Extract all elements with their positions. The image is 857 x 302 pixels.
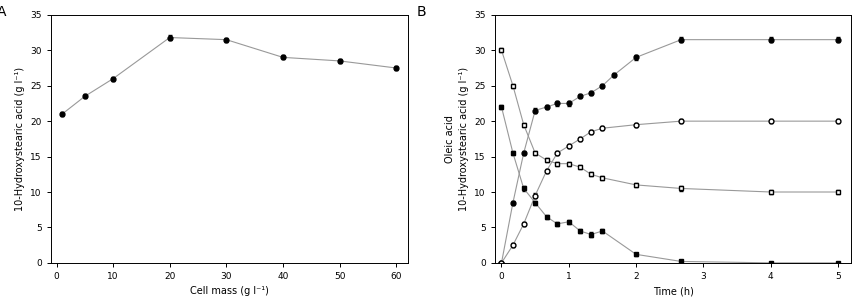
Text: A: A — [0, 5, 7, 19]
X-axis label: Cell mass (g l⁻¹): Cell mass (g l⁻¹) — [189, 286, 268, 297]
X-axis label: Time (h): Time (h) — [653, 286, 693, 297]
Y-axis label: 10-Hydroxystearic acid (g l⁻¹): 10-Hydroxystearic acid (g l⁻¹) — [15, 67, 25, 211]
Text: B: B — [417, 5, 426, 19]
Y-axis label: Oleic acid
10-Hydroxystearic acid (g l⁻¹): Oleic acid 10-Hydroxystearic acid (g l⁻¹… — [446, 67, 469, 211]
